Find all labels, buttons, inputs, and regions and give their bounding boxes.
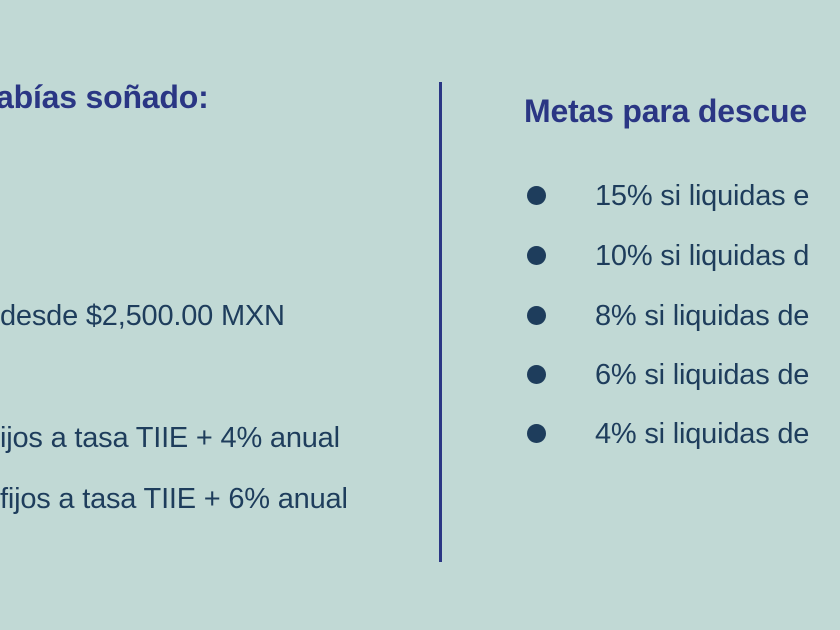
goal-text: 4% si liquidas de: [595, 418, 810, 450]
minimum-amount-text: desde $2,500.00 MXN: [0, 300, 285, 332]
goal-list-item: 4% si liquidas de: [526, 414, 840, 454]
vertical-divider: [439, 82, 442, 562]
bullet-icon: [527, 424, 546, 443]
goal-list-item: 8% si liquidas de: [526, 296, 840, 336]
rate-tiie-4-text: ijos a tasa TIIE + 4% anual: [0, 422, 340, 454]
bullet-icon: [527, 365, 546, 384]
bullet-icon: [527, 246, 546, 265]
bullet-icon: [527, 186, 546, 205]
goal-text: 15% si liquidas e: [595, 180, 810, 212]
goal-text: 8% si liquidas de: [595, 300, 810, 332]
goal-list-item: 6% si liquidas de: [526, 355, 840, 395]
left-heading: abías soñado:: [0, 79, 209, 115]
goal-list-item: 15% si liquidas e: [526, 176, 840, 216]
goal-text: 6% si liquidas de: [595, 359, 810, 391]
rate-tiie-6-text: fijos a tasa TIIE + 6% anual: [0, 483, 348, 515]
goal-list-item: 10% si liquidas d: [526, 236, 840, 276]
bullet-icon: [527, 306, 546, 325]
goal-text: 10% si liquidas d: [595, 240, 810, 272]
goals-heading: Metas para descue: [524, 93, 807, 129]
